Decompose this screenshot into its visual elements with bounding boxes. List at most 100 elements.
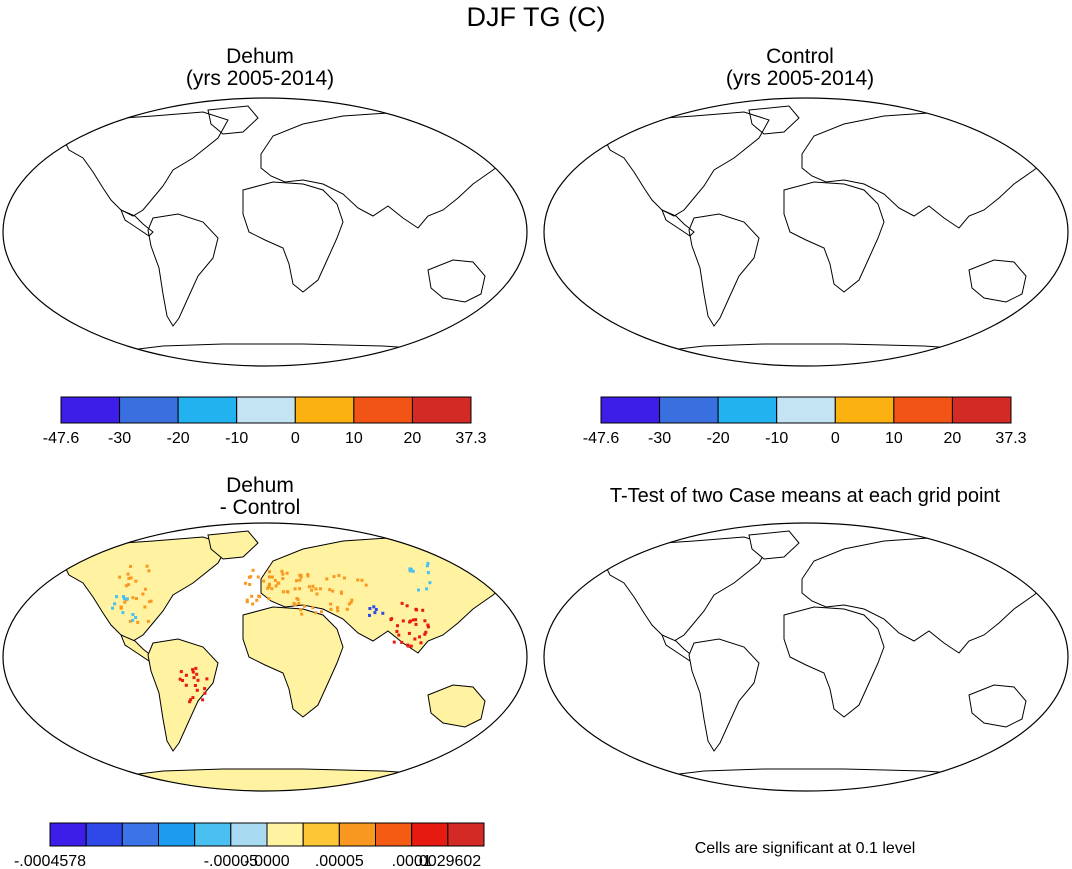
diff-cell bbox=[248, 583, 252, 586]
diff-cell bbox=[409, 567, 413, 571]
diff-cell bbox=[266, 586, 270, 590]
diff-cell bbox=[424, 630, 428, 634]
colorbar-tick-label: -10 bbox=[765, 430, 788, 447]
diff-cell bbox=[349, 600, 353, 604]
diff-cell bbox=[400, 601, 404, 605]
colorbar-swatch bbox=[294, 396, 355, 424]
diff-cell bbox=[310, 588, 314, 592]
diff-cell bbox=[129, 564, 132, 568]
diff-cell bbox=[295, 597, 299, 600]
colorbar-swatch bbox=[447, 822, 485, 847]
diff-cell bbox=[411, 569, 415, 573]
colorbar-tick-label: 37.3 bbox=[455, 430, 486, 447]
diff-cell bbox=[267, 584, 271, 588]
diff-cell bbox=[425, 564, 429, 568]
diff-cell bbox=[347, 602, 351, 606]
panel-title-line1: Dehum bbox=[226, 45, 294, 68]
diff-cell bbox=[134, 616, 138, 619]
diff-cell bbox=[122, 597, 126, 601]
colorbar-tick-label: 10 bbox=[885, 430, 903, 447]
colorbar-swatch bbox=[230, 822, 268, 847]
panel-title-diff: Dehum - Control bbox=[130, 475, 390, 519]
diff-cell bbox=[251, 568, 255, 572]
diff-cell bbox=[350, 598, 354, 602]
diff-cell bbox=[311, 606, 315, 610]
colorbar-swatch bbox=[338, 822, 377, 847]
map-border bbox=[2, 97, 528, 367]
diff-cell bbox=[129, 576, 133, 580]
diff-cell bbox=[178, 677, 182, 681]
figure-title: DJF TG (C) bbox=[466, 2, 606, 32]
diff-cell bbox=[364, 583, 368, 587]
diff-cell bbox=[245, 600, 249, 604]
diff-cell bbox=[368, 607, 372, 610]
colorbar-tick-label: .0001 bbox=[392, 853, 432, 869]
colorbar-swatch bbox=[893, 396, 953, 424]
colorbar-tick-label: -10 bbox=[225, 430, 248, 447]
diff-cell bbox=[191, 668, 195, 672]
diff-cell bbox=[299, 608, 303, 612]
significance-note: Cells are significant at 0.1 level bbox=[694, 840, 916, 857]
diff-cell bbox=[270, 575, 274, 579]
diff-cell bbox=[295, 579, 298, 583]
diff-cell bbox=[368, 613, 371, 617]
diff-cell bbox=[203, 691, 207, 695]
colorbar-swatch bbox=[158, 822, 196, 847]
diff-cell bbox=[195, 688, 199, 692]
diff-cell bbox=[145, 564, 149, 568]
colorbar-tick-label: 37.3 bbox=[995, 430, 1026, 447]
colorbar-tick-label: 20 bbox=[404, 430, 422, 447]
diff-cell bbox=[293, 587, 297, 591]
diff-cell bbox=[285, 590, 289, 594]
diff-cell bbox=[126, 572, 130, 576]
colorbar-tick-label: -47.6 bbox=[583, 430, 620, 447]
diff-cell bbox=[320, 610, 323, 614]
diff-cell bbox=[281, 572, 285, 576]
diff-cell bbox=[329, 607, 333, 611]
colorbar-control: -47.6 -30 -20 -10 0 10 20 37.3 bbox=[583, 396, 1027, 447]
diff-cell bbox=[268, 570, 271, 574]
diff-cell bbox=[414, 622, 418, 626]
colorbar-tick-label: -.00005 bbox=[204, 853, 258, 869]
map-panel-control bbox=[543, 97, 1069, 367]
diff-cell bbox=[297, 601, 301, 605]
diff-cell bbox=[318, 587, 322, 591]
diff-cell bbox=[400, 640, 404, 644]
diff-cell bbox=[325, 577, 329, 581]
colorbar-tick-label: -20 bbox=[707, 430, 730, 447]
colorbar-swatch bbox=[194, 822, 232, 847]
diff-cell bbox=[300, 612, 304, 616]
diff-cell bbox=[250, 594, 254, 598]
diff-cell bbox=[255, 598, 259, 602]
colorbar-swatch bbox=[717, 396, 778, 424]
diff-cell bbox=[426, 561, 430, 565]
diff-cell bbox=[397, 633, 401, 637]
diff-cell bbox=[311, 584, 315, 588]
diff-cell bbox=[143, 605, 147, 609]
diff-cell bbox=[306, 573, 310, 576]
diff-cell bbox=[249, 575, 253, 579]
map-panel-dehum bbox=[2, 97, 528, 367]
diff-cell bbox=[146, 619, 150, 623]
diff-cell bbox=[251, 602, 255, 606]
diff-cell bbox=[193, 684, 197, 687]
diff-cell bbox=[257, 594, 261, 598]
diff-cell bbox=[419, 641, 423, 645]
diff-cell bbox=[270, 587, 274, 591]
colorbar-tick-label: 0 bbox=[831, 430, 840, 447]
diff-cell bbox=[426, 571, 430, 575]
diff-cell bbox=[119, 605, 123, 609]
map-panel-difference bbox=[2, 522, 528, 792]
colorbar-tick-label: -20 bbox=[167, 430, 190, 447]
colorbar-tick-label: 10 bbox=[345, 430, 363, 447]
diff-cell bbox=[194, 666, 198, 670]
diff-cell bbox=[127, 576, 131, 580]
colorbar-swatch bbox=[411, 396, 472, 424]
diff-cell bbox=[205, 677, 209, 681]
diff-cell bbox=[111, 606, 114, 610]
diff-cell bbox=[131, 596, 135, 600]
diff-cell bbox=[122, 595, 125, 599]
diff-cell bbox=[280, 569, 284, 573]
map-ocean bbox=[3, 98, 527, 366]
